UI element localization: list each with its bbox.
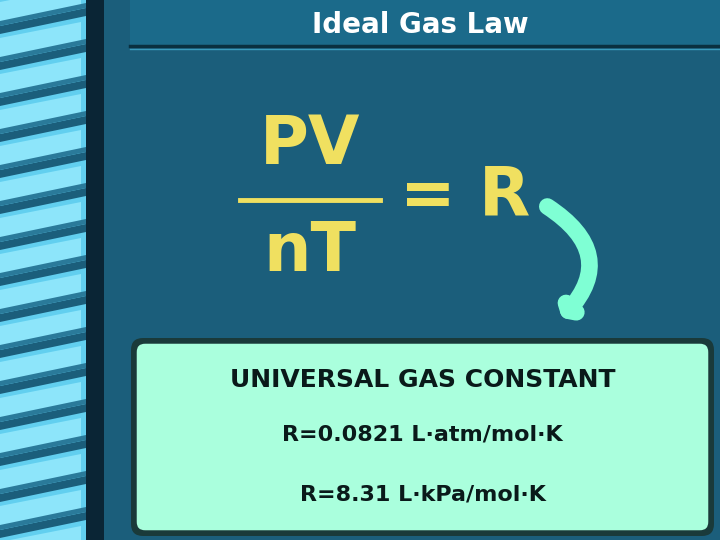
Polygon shape xyxy=(0,304,86,350)
Text: nT: nT xyxy=(264,219,356,285)
Polygon shape xyxy=(0,484,86,530)
Polygon shape xyxy=(0,363,86,386)
Polygon shape xyxy=(0,310,81,348)
Polygon shape xyxy=(0,88,86,134)
Polygon shape xyxy=(0,124,86,170)
Polygon shape xyxy=(0,0,81,24)
Text: PV: PV xyxy=(260,112,360,178)
Polygon shape xyxy=(0,399,86,422)
Polygon shape xyxy=(0,75,86,98)
FancyBboxPatch shape xyxy=(86,0,104,540)
Polygon shape xyxy=(0,454,81,492)
Polygon shape xyxy=(0,16,86,62)
Polygon shape xyxy=(0,0,86,26)
Text: UNIVERSAL GAS CONSTANT: UNIVERSAL GAS CONSTANT xyxy=(230,368,616,392)
Polygon shape xyxy=(0,255,86,278)
FancyBboxPatch shape xyxy=(86,0,104,540)
Polygon shape xyxy=(0,418,81,456)
Text: R=0.0821 L·atm/mol·K: R=0.0821 L·atm/mol·K xyxy=(282,425,563,445)
Polygon shape xyxy=(0,412,86,458)
Polygon shape xyxy=(0,346,81,384)
Text: Ideal Gas Law: Ideal Gas Law xyxy=(312,11,528,39)
Polygon shape xyxy=(0,526,81,540)
Polygon shape xyxy=(0,507,86,530)
Polygon shape xyxy=(0,471,86,494)
Polygon shape xyxy=(0,3,86,26)
FancyBboxPatch shape xyxy=(0,0,130,540)
Polygon shape xyxy=(0,52,86,98)
Text: = R: = R xyxy=(400,164,530,230)
Polygon shape xyxy=(0,376,86,422)
Polygon shape xyxy=(0,202,81,240)
Polygon shape xyxy=(0,448,86,494)
Polygon shape xyxy=(0,147,86,170)
FancyBboxPatch shape xyxy=(135,342,710,532)
Polygon shape xyxy=(0,22,81,60)
Polygon shape xyxy=(0,183,86,206)
Polygon shape xyxy=(0,382,81,420)
Polygon shape xyxy=(0,274,81,312)
Polygon shape xyxy=(0,94,81,132)
Polygon shape xyxy=(0,196,86,242)
Polygon shape xyxy=(0,160,86,206)
FancyBboxPatch shape xyxy=(131,338,714,536)
FancyBboxPatch shape xyxy=(130,0,720,45)
Polygon shape xyxy=(0,39,86,62)
Polygon shape xyxy=(0,111,86,134)
Polygon shape xyxy=(0,490,81,528)
Polygon shape xyxy=(0,268,86,314)
Polygon shape xyxy=(0,238,81,276)
Polygon shape xyxy=(0,435,86,458)
Polygon shape xyxy=(0,58,81,96)
Polygon shape xyxy=(0,327,86,350)
Polygon shape xyxy=(0,166,81,204)
Polygon shape xyxy=(0,520,86,540)
Text: R=8.31 L·kPa/mol·K: R=8.31 L·kPa/mol·K xyxy=(300,484,546,504)
Polygon shape xyxy=(0,340,86,386)
Polygon shape xyxy=(0,232,86,278)
Polygon shape xyxy=(0,291,86,314)
Polygon shape xyxy=(0,130,81,168)
Polygon shape xyxy=(0,219,86,242)
